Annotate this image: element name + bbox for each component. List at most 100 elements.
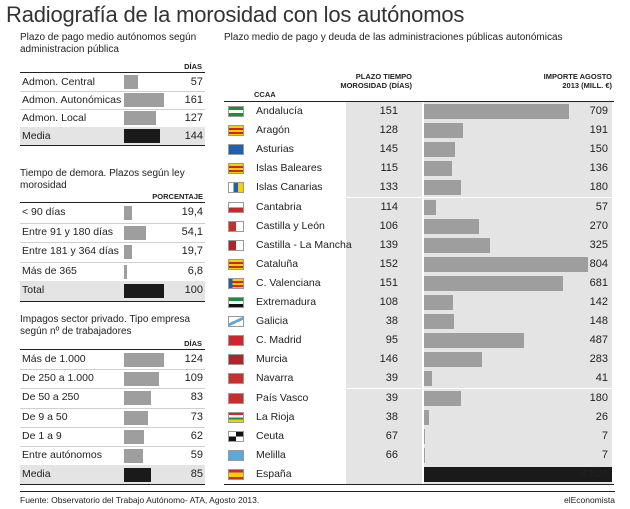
table-row: Melilla 66 7 [224,445,614,465]
importe-bar [424,428,426,444]
chart-row: Entre autónomos 59 [20,446,205,465]
row-separator [20,91,205,92]
chart-bar [124,245,132,259]
chart-bar [124,264,127,279]
col-importe: IMPORTE AGOSTO 2013 (MILL. €) [543,72,612,90]
row-separator [20,222,205,224]
chart-row-label: Admon. Central [22,76,95,88]
table-row: Cantabria 114 57 [224,197,614,217]
region-flag-icon [228,430,244,442]
row-separator [20,388,205,390]
importe-value: 7 [601,448,608,461]
row-shade [346,235,422,255]
chart-value: 161 [184,94,203,106]
region-flag-icon [228,163,244,175]
importe-shade [424,293,612,313]
chart-value: 19,7 [181,245,203,257]
importe-bar [424,180,461,196]
importe-bar [424,104,569,120]
region-name: Castilla - La Mancha [256,238,352,251]
footer-rule [20,491,615,492]
region-flag-icon [228,373,244,385]
chart-row: Media 85 [20,465,205,485]
chart-value: 59 [190,449,203,461]
chart-value: 19,4 [181,206,203,218]
importe-bar [424,199,436,215]
plazo-value: 38 [385,410,398,423]
region-name: Cataluña [256,257,299,270]
importe-value: 180 [589,391,608,404]
chart-value: 144 [184,130,203,142]
region-flag-icon [228,125,244,137]
chart-value: 124 [184,353,203,365]
importe-bar [424,333,524,349]
importe-bar [424,237,491,253]
table-row: Islas Baleares 115 136 [224,159,614,179]
region-name: Andalucía [256,105,303,117]
chart1-value-header: DÍAS [184,62,202,71]
row-shade [346,312,422,332]
row-shade [346,159,422,179]
region-name: La Rioja [256,410,295,423]
region-flag-icon [228,335,244,347]
region-name: Galicia [256,315,289,328]
chart2-title: Tiempo de demora. Plazos según ley moros… [20,168,185,191]
region-name: Asturias [256,143,294,156]
region-flag-icon [228,144,244,156]
chart-row-label: Más de 1.000 [22,353,86,365]
chart-value: 127 [184,112,203,124]
chart-row: De 250 a 1.000 109 [20,369,205,388]
chart-row: Más de 365 6,8 [20,262,205,282]
importe-shade [424,140,612,160]
importe-value: 136 [589,162,608,175]
plazo-value: 151 [379,105,398,117]
row-shade [346,369,422,389]
chart-bar [124,111,156,125]
region-flag-icon [228,239,244,251]
region-flag-icon [228,201,244,213]
row-separator [20,446,205,447]
region-name: Murcia [256,353,288,366]
importe-value: 804 [589,257,608,270]
chart-row: Admon. Central 57 [20,73,205,91]
row-shade [346,197,422,217]
chart-top-rule [20,349,205,350]
chart-value: 73 [190,410,203,423]
chart-bar [124,75,139,89]
region-flag-icon [228,354,244,366]
row-shade [346,331,422,351]
importe-value: 270 [589,219,608,232]
region-name: Ceuta [256,429,285,442]
chart-row: Entre 91 y 180 días 54,1 [20,223,205,243]
chart-value: 83 [190,391,203,404]
plazo-value: 67 [385,429,398,442]
importe-shade [424,388,612,408]
row-shade [346,464,422,484]
page-title: Radiografía de la morosidad con los autó… [6,2,465,27]
row-shade [346,426,422,446]
importe-bar [424,466,612,482]
chart-value: 57 [190,76,203,88]
table-row: C. Madrid 95 487 [224,331,614,351]
chart-row-label: Admon. Autonómicas [22,94,122,106]
importe-bar [424,218,480,234]
chart-row-label: < 90 días [22,206,66,218]
plazo-value: 115 [380,162,398,175]
region-name: Extremadura [256,296,317,308]
chart-bar [124,372,160,387]
row-shade [346,178,422,198]
chart-bar [124,410,148,425]
table-row: Murcia 146 283 [224,350,614,370]
table-row: España 4.824 [224,464,614,484]
row-separator [20,109,205,110]
chart-bottom-rule [20,145,205,146]
importe-bar [424,409,430,425]
row-shade [346,293,422,313]
chart-bar [124,429,144,444]
chart-row-label: Admon. Local [22,112,87,124]
region-name: Aragón [256,124,290,137]
plazo-value: 39 [385,391,398,404]
table-row: Extremadura 108 142 [224,293,614,313]
importe-value: 148 [589,315,608,328]
row-separator [20,261,205,263]
